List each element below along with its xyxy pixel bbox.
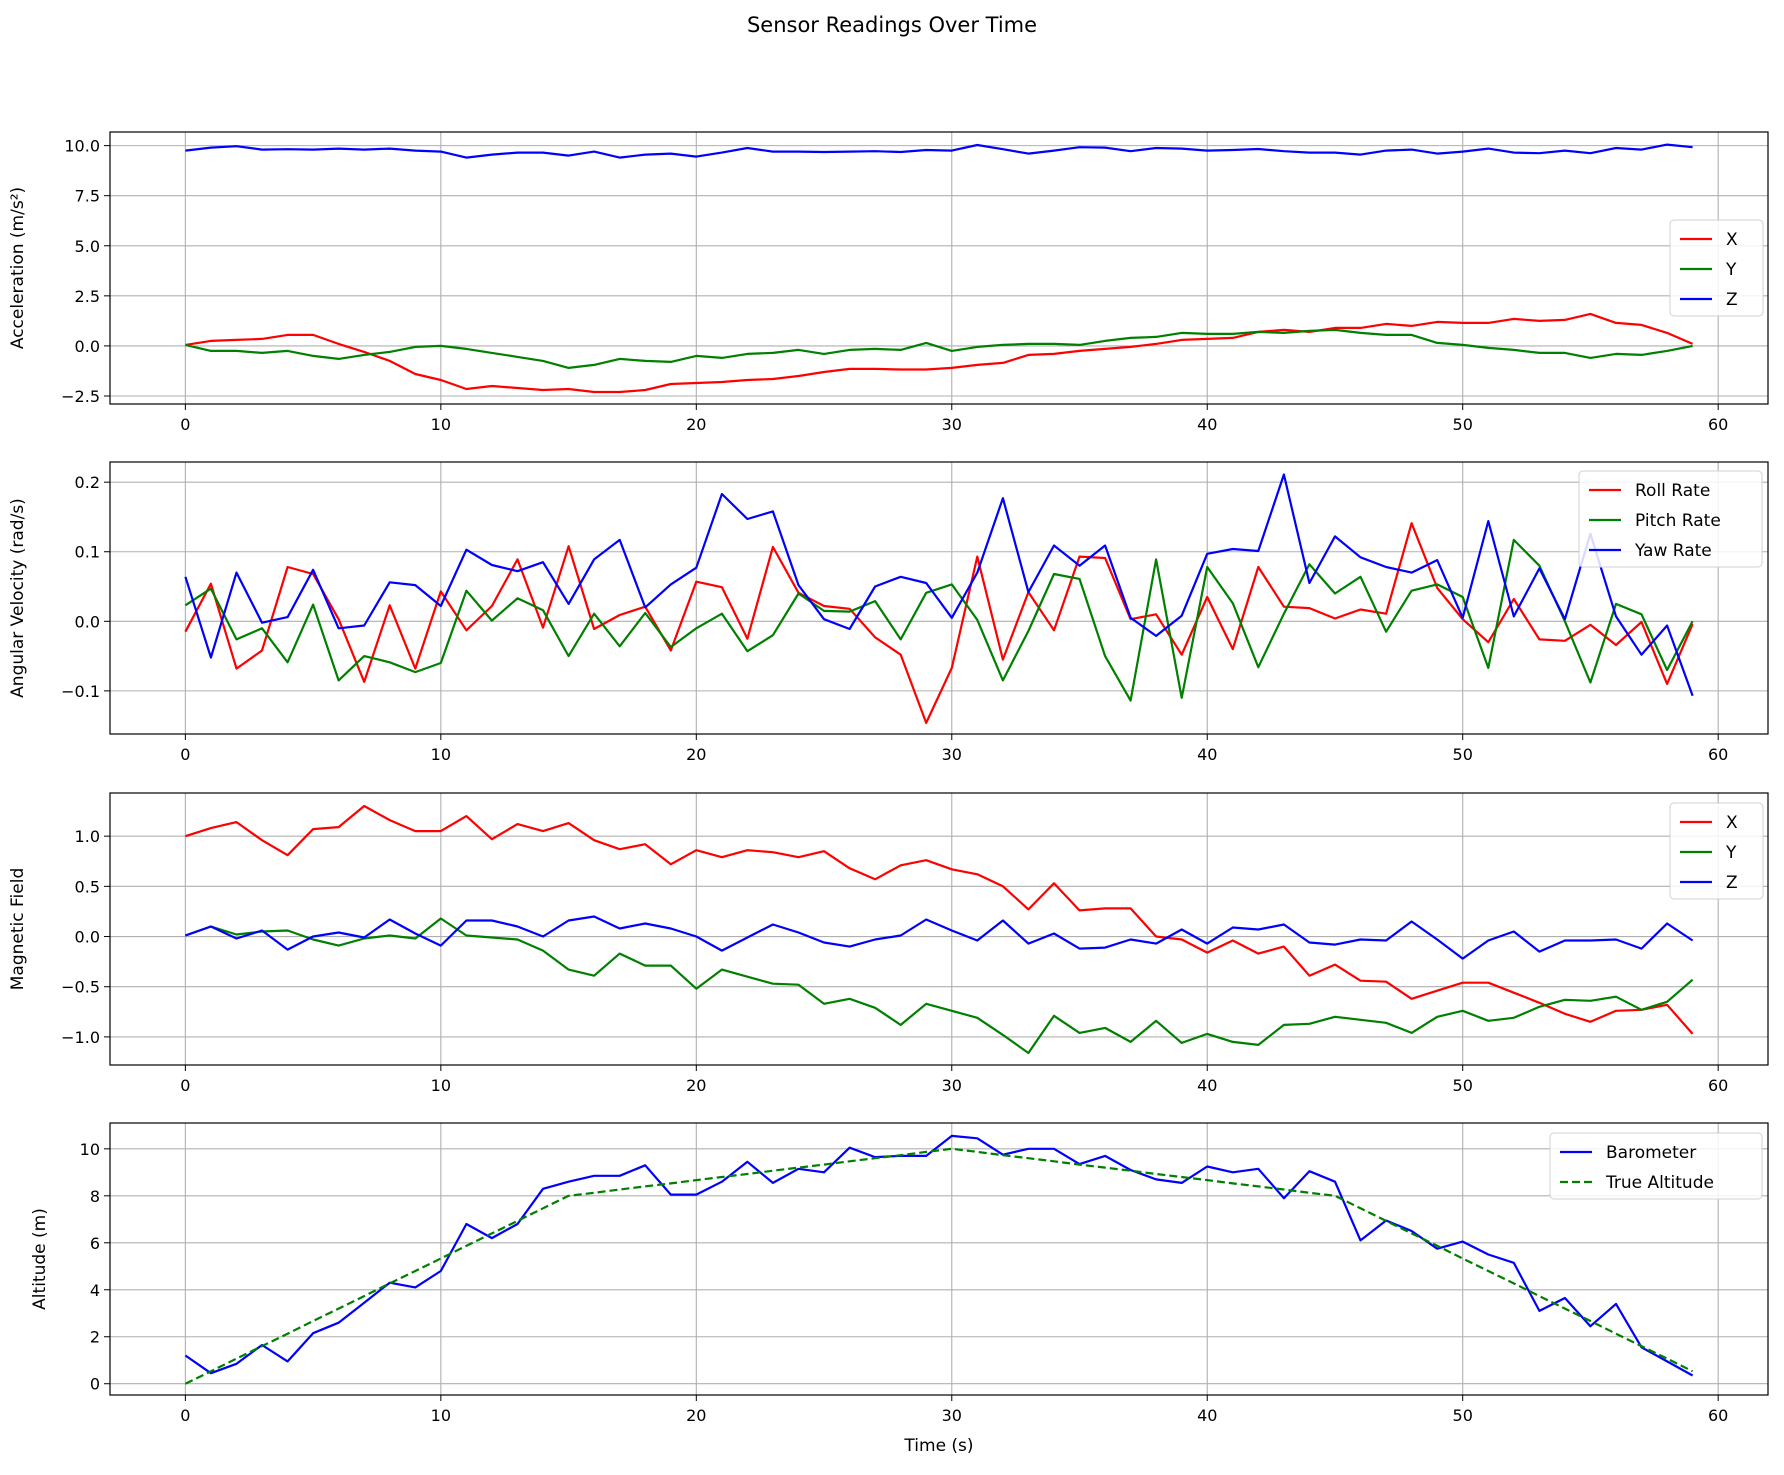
- series-line-y: [185, 917, 1694, 1055]
- x-tick-label: 20: [686, 745, 706, 764]
- y-tick-label: −0.1: [61, 682, 100, 701]
- y-axis-label: Angular Velocity (rad/s): [8, 498, 28, 698]
- y-tick-label: 1.0: [75, 827, 100, 846]
- x-tick-label: 50: [1453, 1076, 1473, 1095]
- y-tick-label: 8: [90, 1187, 100, 1206]
- series-line-yaw-rate: [184, 473, 1694, 697]
- subplot-4: 0 10 20 30 40 50 60 0 2 4 6 8 10 Altitude (m) Time (s)…: [30, 1122, 1769, 1456]
- x-tick-label: 50: [1453, 415, 1473, 434]
- x-tick-label: 0: [180, 1406, 190, 1425]
- series-line-z: [185, 915, 1694, 960]
- y-tick-label: 6: [90, 1234, 100, 1253]
- series-line-z: [185, 143, 1693, 159]
- series-line-barometer: [184, 1134, 1694, 1377]
- x-tick-label: 10: [431, 1406, 451, 1425]
- x-tick-label: 20: [686, 1406, 706, 1425]
- y-tick-label: 0.5: [75, 877, 100, 896]
- x-tick-label: 40: [1197, 1406, 1217, 1425]
- x-tick-label: 10: [431, 415, 451, 434]
- y-tick-label: 0: [90, 1375, 100, 1394]
- legend-label: Barometer: [1606, 1143, 1696, 1163]
- x-tick-label: 50: [1453, 745, 1473, 764]
- x-tick-label: 0: [180, 415, 190, 434]
- x-tick-label: 40: [1197, 1076, 1217, 1095]
- subplot-1: 0 10 20 30 40 50 60 −2.5 0.0 2.5 5.0 7.5 10.0 Acceler…: [8, 131, 1769, 434]
- x-tick-label: 60: [1708, 415, 1728, 434]
- y-tick-label: 0.0: [75, 928, 100, 947]
- legend-label: Roll Rate: [1635, 481, 1710, 501]
- y-tick-label: 0.0: [75, 612, 100, 631]
- series-line-roll-rate: [184, 522, 1694, 725]
- legend-label: X: [1726, 230, 1738, 250]
- y-tick-label: 4: [90, 1281, 100, 1300]
- legend: XYZ: [1669, 802, 1764, 900]
- x-tick-label: 30: [942, 415, 962, 434]
- legend-box: [1578, 470, 1763, 568]
- y-tick-label: 10.0: [64, 137, 100, 156]
- series-line-x: [185, 312, 1694, 394]
- series-line-x: [185, 804, 1694, 1035]
- x-tick-label: 60: [1708, 1076, 1728, 1095]
- y-tick-label: −2.5: [61, 387, 100, 406]
- legend: Roll Rate Pitch Rate Yaw Rate: [1578, 470, 1763, 568]
- legend-box: [1669, 219, 1764, 317]
- axes-frame: [109, 461, 1769, 735]
- x-tick-label: 0: [180, 1076, 190, 1095]
- y-tick-label: 0.2: [75, 473, 100, 492]
- y-axis-label: Acceleration (m/s²): [8, 187, 28, 349]
- legend-label: Z: [1726, 290, 1738, 310]
- y-axis-label: Magnetic Field: [8, 868, 28, 991]
- x-tick-label: 10: [431, 1076, 451, 1095]
- chart-title: Sensor Readings Over Time: [747, 13, 1037, 37]
- x-tick-label: 50: [1453, 1406, 1473, 1425]
- y-tick-label: 0.0: [75, 337, 100, 356]
- x-tick-label: 40: [1197, 415, 1217, 434]
- x-tick-label: 60: [1708, 1406, 1728, 1425]
- legend-label: X: [1726, 813, 1738, 833]
- legend-box: [1669, 802, 1764, 900]
- legend-label: Yaw Rate: [1634, 541, 1712, 561]
- legend: XYZ: [1669, 219, 1764, 317]
- x-tick-label: 10: [431, 745, 451, 764]
- axes-frame: [109, 131, 1769, 405]
- axes-frame: [109, 1122, 1769, 1396]
- x-axis-label: Time (s): [903, 1436, 973, 1456]
- legend: Barometer True Altitude: [1549, 1132, 1763, 1200]
- y-tick-label: −0.5: [61, 978, 100, 997]
- legend-box: [1549, 1132, 1763, 1200]
- y-axis-label: Altitude (m): [30, 1208, 50, 1310]
- x-tick-label: 0: [180, 745, 190, 764]
- y-tick-label: 10: [80, 1140, 100, 1159]
- y-tick-label: 7.5: [75, 187, 100, 206]
- legend-label: Z: [1726, 873, 1738, 893]
- subplot-2: 0 10 20 30 40 50 60 −0.1 0.0 0.1 0.2 Angular Veloci…: [8, 461, 1769, 764]
- y-tick-label: 5.0: [75, 237, 100, 256]
- y-tick-label: −1.0: [61, 1028, 100, 1047]
- legend-label: Y: [1725, 260, 1737, 280]
- subplot-3: 0 10 20 30 40 50 60 −1.0 −0.5 0.0 0.5 1.0 Magnetic F…: [8, 792, 1769, 1095]
- x-tick-label: 40: [1197, 745, 1217, 764]
- x-tick-label: 60: [1708, 745, 1728, 764]
- y-tick-label: 0.1: [75, 543, 100, 562]
- legend-label: Pitch Rate: [1635, 511, 1721, 531]
- series-line-y: [185, 328, 1693, 369]
- x-tick-label: 30: [942, 1076, 962, 1095]
- x-tick-label: 30: [942, 745, 962, 764]
- axes-frame: [109, 792, 1769, 1066]
- series-line-pitch-rate: [184, 538, 1694, 702]
- series-line-true-altitude: [184, 1147, 1694, 1385]
- x-tick-label: 20: [686, 415, 706, 434]
- legend-label: True Altitude: [1605, 1173, 1714, 1193]
- x-tick-label: 20: [686, 1076, 706, 1095]
- y-tick-label: 2: [90, 1328, 100, 1347]
- x-tick-label: 30: [942, 1406, 962, 1425]
- legend-label: Y: [1725, 843, 1737, 863]
- y-tick-label: 2.5: [75, 287, 100, 306]
